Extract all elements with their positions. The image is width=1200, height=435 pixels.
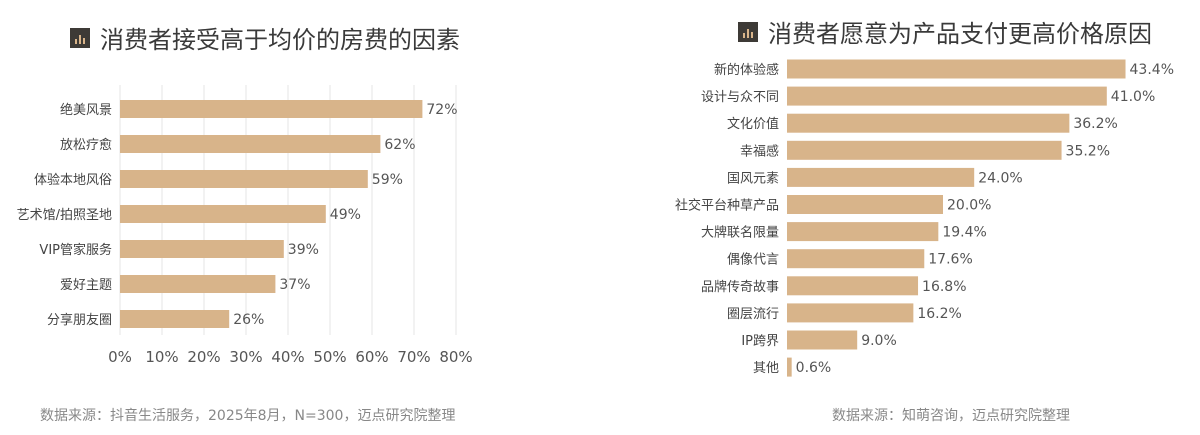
data-label: 16.2% [917, 306, 961, 322]
category-label: 幸福感 [740, 143, 779, 159]
bar-chart-icon [738, 21, 758, 42]
bar [787, 167, 975, 187]
data-label: 0.6% [796, 360, 832, 376]
data-label: 19.4% [942, 225, 986, 241]
category-label: 艺术馆/拍照圣地 [17, 208, 112, 223]
right-chart-title-text: 消费者愿意为产品支付更高价格原因 [768, 20, 1152, 48]
category-label: 圈层流行 [727, 307, 779, 322]
category-label: 偶像代言 [727, 253, 779, 268]
x-tick-label: 20% [187, 348, 220, 366]
category-label: 文化价值 [727, 116, 779, 132]
category-label: 绝美风景 [60, 102, 112, 118]
data-label: 72% [426, 102, 457, 118]
data-label: 49% [330, 207, 361, 223]
x-tick-label: 60% [355, 348, 388, 366]
right-source-note: 数据来源：知萌咨询，迈点研究院整理 [832, 408, 1070, 424]
data-label: 24.0% [978, 170, 1022, 186]
left-source-note: 数据来源：抖音生活服务，2025年8月，N=300，迈点研究院整理 [40, 408, 456, 424]
bar [120, 170, 368, 188]
bar [787, 330, 858, 350]
x-tick-label: 70% [397, 348, 430, 366]
category-label: 分享朋友圈 [47, 312, 112, 328]
data-label: 62% [384, 137, 415, 153]
category-label: 大牌联名限量 [701, 225, 779, 241]
x-tick-label: 50% [313, 348, 346, 366]
category-label: VIP管家服务 [39, 242, 112, 258]
category-label: 其他 [753, 361, 779, 376]
category-label: 体验本地风俗 [34, 172, 112, 188]
data-label: 36.2% [1073, 116, 1117, 132]
category-label: 社交平台种草产品 [675, 198, 779, 214]
data-label: 59% [372, 172, 403, 188]
data-label: 37% [279, 277, 310, 293]
data-label: 20.0% [947, 198, 991, 214]
bar [120, 310, 230, 328]
bar [787, 357, 792, 377]
data-label: 41.0% [1111, 89, 1155, 105]
bar [787, 249, 925, 269]
bar [120, 275, 276, 293]
left-chart-title: 消费者接受高于均价的房费的因素 [70, 20, 460, 55]
bar [787, 140, 1062, 160]
category-label: IP跨界 [741, 334, 779, 349]
bar [120, 135, 381, 153]
x-tick-label: 80% [439, 348, 472, 366]
category-label: 放松疗愈 [60, 138, 112, 153]
left-chart-title-text: 消费者接受高于均价的房费的因素 [100, 26, 460, 54]
data-label: 26% [233, 312, 264, 328]
bar [787, 86, 1107, 106]
bar [787, 303, 914, 323]
data-label: 39% [288, 242, 319, 258]
category-label: 设计与众不同 [701, 90, 779, 105]
data-label: 17.6% [928, 252, 972, 268]
bar [120, 205, 326, 223]
bar [787, 195, 943, 214]
category-label: 国风元素 [727, 171, 779, 186]
category-label: 新的体验感 [714, 62, 779, 78]
x-tick-label: 10% [145, 348, 178, 366]
data-label: 9.0% [861, 333, 897, 349]
data-label: 43.4% [1130, 62, 1174, 78]
x-tick-label: 0% [108, 348, 132, 366]
bar [787, 59, 1126, 79]
category-label: 爱好主题 [60, 278, 112, 293]
bar [120, 240, 284, 258]
data-label: 35.2% [1066, 143, 1110, 159]
right-chart-title: 消费者愿意为产品支付更高价格原因 [738, 14, 1152, 49]
category-label: 品牌传奇故事 [701, 279, 779, 295]
x-tick-label: 40% [271, 348, 304, 366]
data-label: 16.8% [922, 279, 966, 295]
bar [787, 276, 919, 296]
bar [787, 222, 939, 242]
x-tick-label: 30% [229, 348, 262, 366]
bar [787, 113, 1070, 133]
bar [120, 100, 423, 118]
bar-chart-icon [70, 27, 90, 48]
